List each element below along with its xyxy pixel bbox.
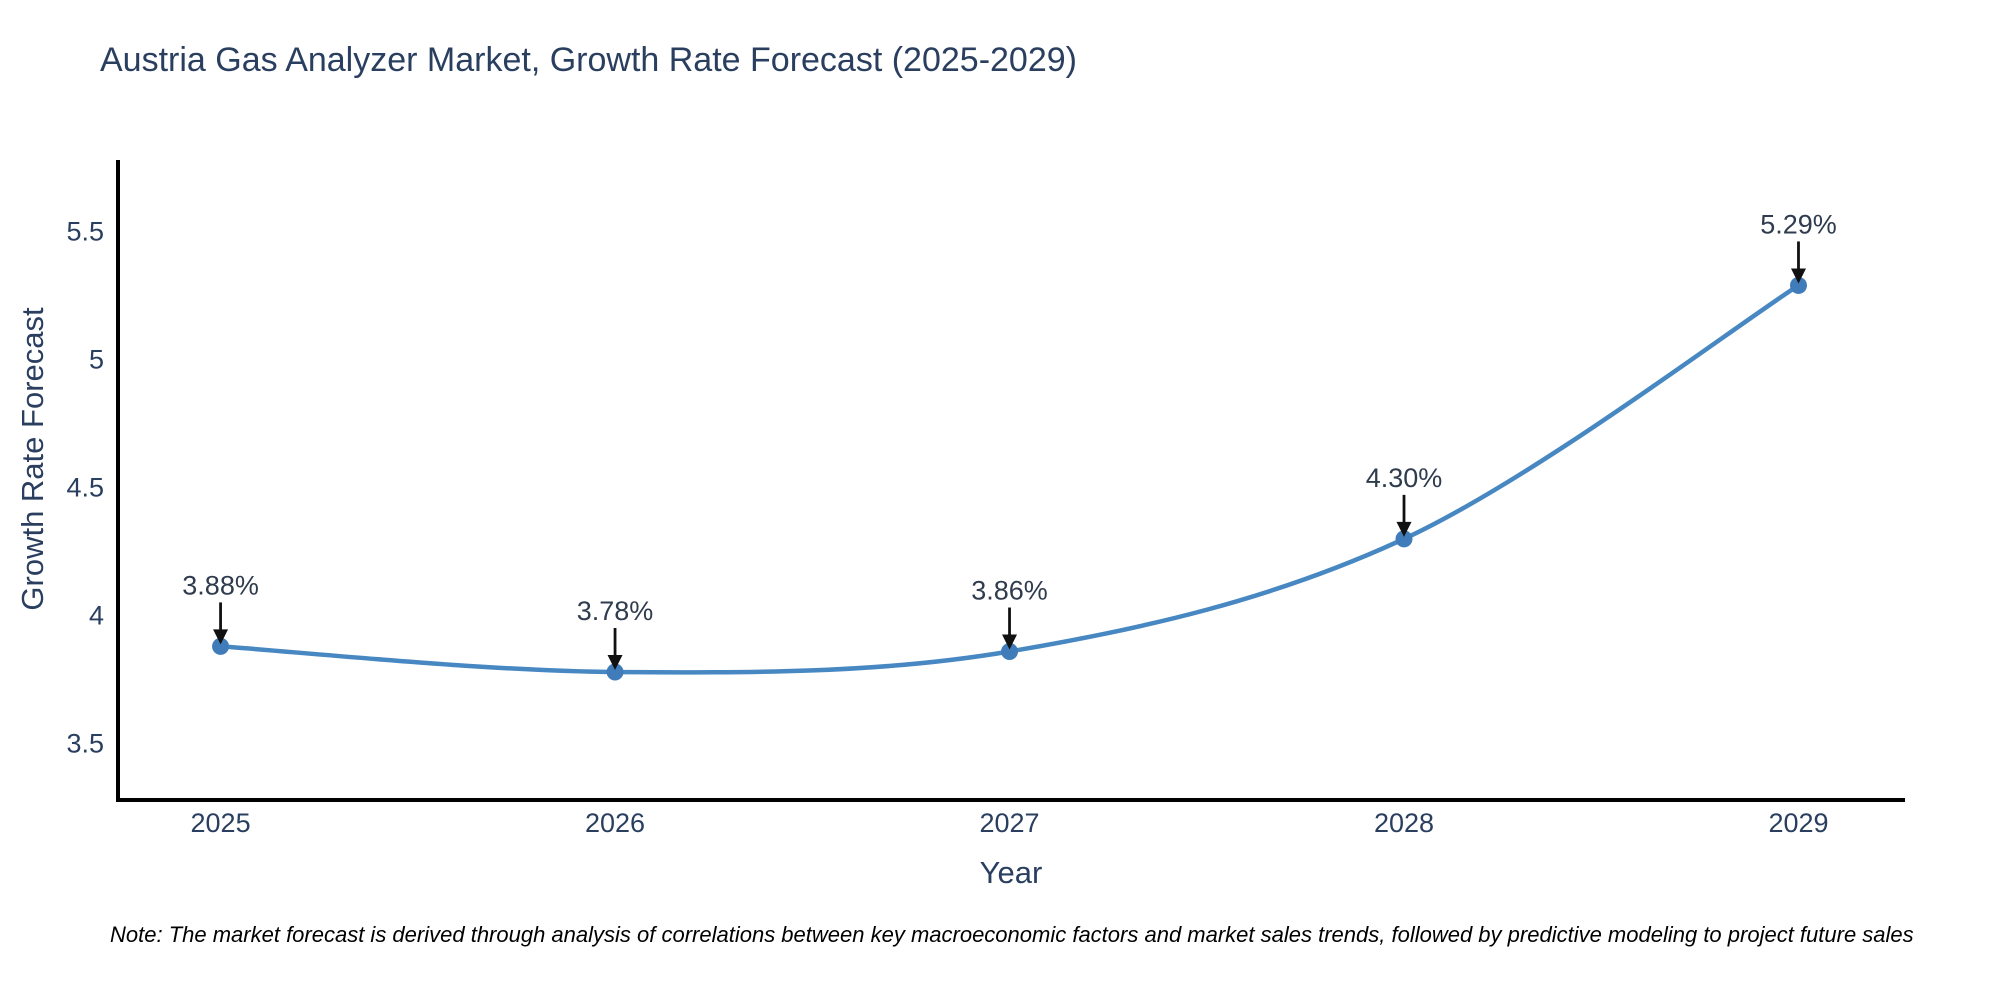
trend-line [220,283,1800,675]
data-point [212,637,230,655]
x-tick-label: 2029 [1768,808,1828,838]
y-axis-title: Growth Rate Forecast [15,307,50,611]
data-point-label: 3.78% [577,596,654,626]
data-point-label: 3.88% [182,570,259,600]
data-point [1789,276,1807,294]
x-tick-label: 2028 [1374,808,1434,838]
annotation-arrowhead [1396,521,1412,537]
y-tick-label: 4 [89,601,104,631]
annotation-arrowhead [1790,268,1806,284]
data-point [606,663,624,681]
annotation-arrowhead [1002,634,1018,650]
data-point [1001,643,1019,661]
x-tick-label: 2025 [191,808,251,838]
data-point-label: 3.86% [971,576,1048,606]
x-tick-label: 2026 [585,808,645,838]
data-point [1395,530,1413,548]
y-tick-label: 4.5 [66,473,104,503]
y-tick-label: 5 [89,345,104,375]
data-point-label: 4.30% [1366,463,1443,493]
footnote: Note: The market forecast is derived thr… [110,922,1914,947]
chart-title: Austria Gas Analyzer Market, Growth Rate… [100,41,1077,79]
annotation-arrowhead [213,629,229,645]
y-tick-label: 3.5 [66,729,104,759]
annotation-arrowhead [607,655,623,670]
x-axis-title: Year [979,855,1043,890]
x-tick-label: 2027 [979,808,1039,838]
y-tick-label: 5.5 [66,217,104,247]
data-point-label: 5.29% [1760,209,1837,239]
